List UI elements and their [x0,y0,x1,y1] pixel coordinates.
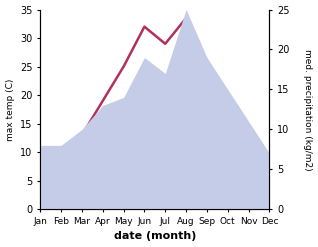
Y-axis label: max temp (C): max temp (C) [5,78,15,141]
X-axis label: date (month): date (month) [114,231,196,242]
Y-axis label: med. precipitation (kg/m2): med. precipitation (kg/m2) [303,49,313,170]
